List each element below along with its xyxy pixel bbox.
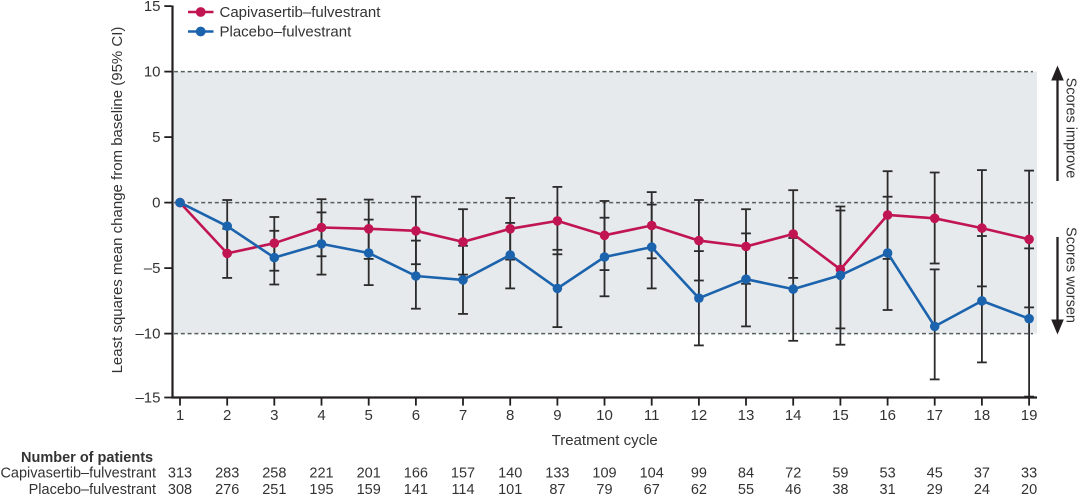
svg-text:Placebo–fulvestrant: Placebo–fulvestrant: [220, 24, 353, 41]
svg-text:62: 62: [691, 482, 707, 498]
svg-text:283: 283: [215, 465, 239, 481]
svg-text:12: 12: [691, 407, 708, 424]
svg-text:258: 258: [262, 465, 286, 481]
svg-text:59: 59: [832, 465, 848, 481]
svg-text:67: 67: [644, 482, 660, 498]
svg-text:84: 84: [738, 465, 754, 481]
svg-text:45: 45: [927, 465, 943, 481]
svg-text:5: 5: [152, 129, 160, 146]
svg-text:4: 4: [317, 407, 325, 424]
svg-text:53: 53: [880, 465, 896, 481]
svg-text:Number of patients: Number of patients: [21, 450, 153, 466]
svg-text:17: 17: [926, 407, 943, 424]
svg-text:0: 0: [152, 195, 160, 212]
svg-text:101: 101: [498, 482, 522, 498]
svg-text:140: 140: [498, 465, 522, 481]
svg-text:46: 46: [785, 482, 801, 498]
svg-text:31: 31: [880, 482, 896, 498]
svg-text:166: 166: [404, 465, 428, 481]
svg-text:Treatment cycle: Treatment cycle: [552, 432, 658, 449]
svg-text:8: 8: [506, 407, 514, 424]
svg-text:3: 3: [270, 407, 278, 424]
svg-text:251: 251: [262, 482, 286, 498]
svg-text:18: 18: [974, 407, 991, 424]
svg-text:14: 14: [785, 407, 802, 424]
svg-text:38: 38: [832, 482, 848, 498]
svg-text:33: 33: [1021, 465, 1037, 481]
svg-text:9: 9: [553, 407, 561, 424]
svg-text:–5: –5: [144, 260, 161, 277]
svg-text:29: 29: [927, 482, 943, 498]
svg-text:133: 133: [545, 465, 569, 481]
svg-text:114: 114: [451, 482, 474, 498]
svg-text:221: 221: [309, 465, 333, 481]
svg-text:20: 20: [1021, 482, 1037, 498]
svg-text:10: 10: [596, 407, 613, 424]
svg-text:7: 7: [459, 407, 467, 424]
svg-text:55: 55: [738, 482, 754, 498]
svg-text:Placebo–fulvestrant: Placebo–fulvestrant: [29, 482, 156, 498]
svg-text:10: 10: [144, 64, 161, 81]
svg-text:308: 308: [168, 482, 192, 498]
svg-text:87: 87: [549, 482, 565, 498]
svg-text:37: 37: [974, 465, 990, 481]
svg-text:1: 1: [176, 407, 184, 424]
svg-text:99: 99: [691, 465, 707, 481]
svg-text:2: 2: [223, 407, 231, 424]
svg-text:24: 24: [974, 482, 990, 498]
svg-text:13: 13: [738, 407, 755, 424]
svg-text:276: 276: [215, 482, 239, 498]
svg-text:109: 109: [592, 465, 616, 481]
svg-text:Least squares mean change from: Least squares mean change from baseline …: [109, 27, 126, 374]
svg-text:15: 15: [832, 407, 849, 424]
svg-text:195: 195: [309, 482, 333, 498]
svg-text:Capivasertib–fulvestrant: Capivasertib–fulvestrant: [0, 465, 156, 481]
svg-text:Scores improve: Scores improve: [1063, 78, 1079, 179]
svg-text:159: 159: [357, 482, 381, 498]
svg-text:19: 19: [1021, 407, 1038, 424]
svg-text:79: 79: [596, 482, 612, 498]
svg-text:313: 313: [168, 465, 192, 481]
svg-text:Capivasertib–fulvestrant: Capivasertib–fulvestrant: [220, 4, 382, 21]
svg-text:–10: –10: [135, 326, 160, 343]
svg-text:–15: –15: [135, 390, 160, 407]
svg-text:141: 141: [404, 482, 428, 498]
svg-text:5: 5: [365, 407, 373, 424]
svg-text:11: 11: [644, 407, 660, 424]
svg-text:16: 16: [879, 407, 896, 424]
svg-text:201: 201: [357, 465, 381, 481]
svg-text:15: 15: [144, 0, 161, 15]
svg-text:Scores worsen: Scores worsen: [1063, 227, 1079, 323]
svg-text:72: 72: [785, 465, 801, 481]
svg-text:104: 104: [640, 465, 664, 481]
svg-text:157: 157: [451, 465, 475, 481]
svg-text:6: 6: [412, 407, 420, 424]
